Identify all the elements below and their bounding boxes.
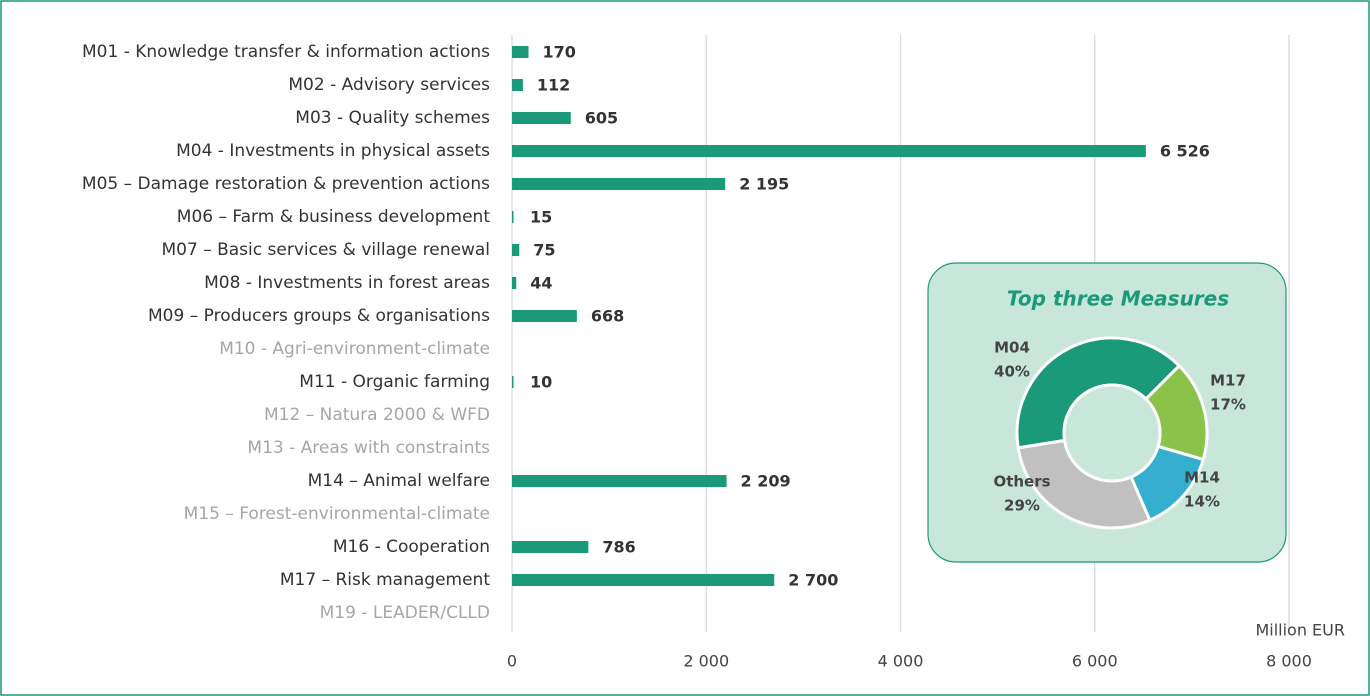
category-label: M19 - LEADER/CLLD xyxy=(320,603,490,623)
value-label: 15 xyxy=(530,208,552,227)
category-label: M05 – Damage restoration & prevention ac… xyxy=(82,174,490,194)
value-label: 668 xyxy=(591,307,624,326)
slice-label: M14 xyxy=(1184,469,1220,487)
slice-label: Others xyxy=(993,473,1050,491)
category-label: M11 - Organic farming xyxy=(299,372,490,392)
x-axis-label: Million EUR xyxy=(1255,621,1345,640)
value-label: 10 xyxy=(530,373,552,392)
category-label: M14 – Animal welfare xyxy=(308,471,490,491)
bar xyxy=(512,79,523,91)
x-tick-label: 6 000 xyxy=(1072,652,1118,671)
bars: 0 2 000 4 000 6 000 8 000 Million EUR M01 - Kn… xyxy=(82,42,1345,671)
slice-value-label: 17% xyxy=(1210,396,1246,414)
category-label: M04 - Investments in physical assets xyxy=(176,141,490,161)
slice-value-label: 14% xyxy=(1184,493,1220,511)
bar xyxy=(512,112,571,124)
x-tick-label: 0 xyxy=(507,652,517,671)
bar xyxy=(512,310,577,322)
slice-label: M04 xyxy=(994,339,1030,357)
bar xyxy=(512,541,589,553)
bar xyxy=(512,145,1146,157)
category-label: M15 – Forest-environmental-climate xyxy=(184,504,490,524)
category-label: M08 - Investments in forest areas xyxy=(204,273,490,293)
grid xyxy=(511,35,1290,632)
category-label: M17 – Risk management xyxy=(280,570,490,590)
bar xyxy=(512,211,514,223)
category-label: M03 - Quality schemes xyxy=(295,108,490,128)
category-label: M02 - Advisory services xyxy=(288,75,490,95)
category-label: M09 – Producers groups & organisations xyxy=(148,306,490,326)
category-label: M13 - Areas with constraints xyxy=(247,438,490,458)
category-label: M16 - Cooperation xyxy=(333,537,490,557)
x-tick-label: 4 000 xyxy=(878,652,924,671)
value-label: 112 xyxy=(537,76,570,95)
inset-title: Top three Measures xyxy=(1007,287,1229,311)
category-label: M01 - Knowledge transfer & information a… xyxy=(82,42,490,62)
category-label: M12 – Natura 2000 & WFD xyxy=(264,405,490,425)
value-label: 2 195 xyxy=(739,175,789,194)
bar xyxy=(512,244,520,256)
bar xyxy=(512,46,529,58)
slice-label: M17 xyxy=(1210,372,1246,390)
bar xyxy=(512,574,775,586)
value-label: 605 xyxy=(585,109,618,128)
slice-value-label: 29% xyxy=(1004,497,1040,515)
value-label: 44 xyxy=(530,274,552,293)
category-label: M10 - Agri-environment-climate xyxy=(219,339,490,359)
bar xyxy=(512,277,517,289)
bar xyxy=(512,178,726,190)
value-label: 2 700 xyxy=(788,571,838,590)
bar xyxy=(512,475,727,487)
category-label: M07 – Basic services & village renewal xyxy=(162,240,491,260)
slice-value-label: 40% xyxy=(994,363,1030,381)
value-label: 2 209 xyxy=(741,472,791,491)
donut-hole xyxy=(1062,383,1162,483)
category-label: M06 – Farm & business development xyxy=(177,207,491,227)
value-label: 75 xyxy=(533,241,555,260)
value-label: 6 526 xyxy=(1160,142,1210,161)
x-tick-label: 8 000 xyxy=(1266,652,1312,671)
x-tick-label: 2 000 xyxy=(683,652,729,671)
bar xyxy=(512,376,514,388)
value-label: 786 xyxy=(602,538,635,557)
value-label: 170 xyxy=(543,43,576,62)
